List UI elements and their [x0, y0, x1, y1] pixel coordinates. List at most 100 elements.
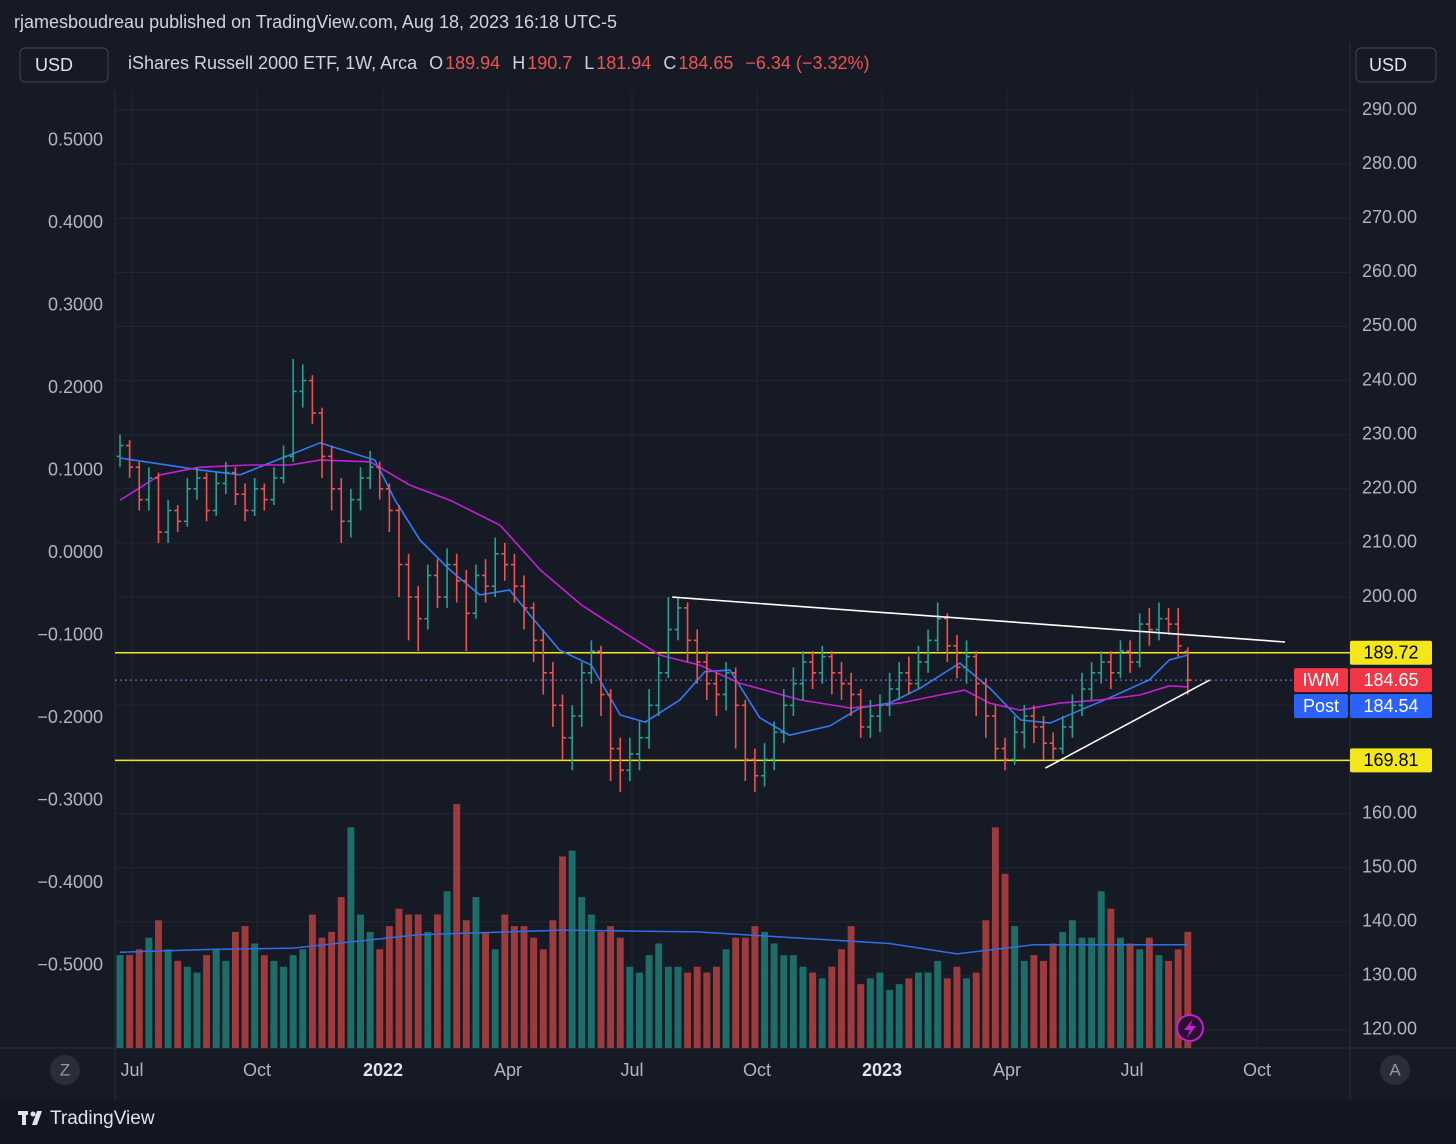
volume-bar — [838, 949, 845, 1048]
volume-bar — [578, 897, 586, 1048]
x-tick-label: Jul — [1121, 1060, 1144, 1080]
volume-bar — [280, 966, 288, 1048]
volume-bar — [655, 943, 663, 1048]
footer-bar — [0, 1100, 1456, 1144]
level-label: 189.72 — [1363, 642, 1418, 662]
logo-part — [22, 1111, 26, 1125]
volume-bar — [943, 978, 951, 1048]
volume-bar — [357, 914, 364, 1048]
volume-bar — [1059, 931, 1067, 1048]
volume-bar — [587, 914, 595, 1048]
legend: iShares Russell 2000 ETF, 1W, Arca O 189.9… — [128, 53, 881, 74]
volume-bar — [424, 931, 432, 1048]
volume-bar — [145, 937, 153, 1048]
volume-bar — [1174, 949, 1182, 1048]
volume-bar — [847, 926, 855, 1048]
publisher: rjamesboudreau published on TradingView.… — [14, 12, 617, 32]
volume-bar — [174, 960, 182, 1048]
scale-button[interactable] — [50, 1055, 80, 1085]
legend-value: 181.94 — [596, 53, 652, 73]
volume-bar — [366, 931, 374, 1048]
volume-bar — [645, 955, 653, 1048]
volume-bar — [789, 955, 797, 1048]
volume-bar — [1136, 949, 1144, 1048]
volume-bar — [732, 937, 740, 1048]
y2-tick-label: 0.1000 — [48, 460, 103, 480]
volume-bar — [866, 978, 874, 1048]
volume-bar — [482, 931, 490, 1048]
last-price-value: 184.65 — [1363, 670, 1418, 690]
volume-bar — [510, 926, 518, 1048]
scale-button-label[interactable]: Z — [60, 1060, 70, 1079]
y-tick-label: 130.00 — [1362, 965, 1417, 985]
volume-bar — [1126, 943, 1134, 1048]
volume-bar — [1107, 908, 1115, 1048]
volume-bar — [876, 972, 884, 1048]
currency-button[interactable] — [19, 47, 109, 83]
post-price-value: 184.54 — [1363, 696, 1418, 716]
volume-bar — [164, 949, 172, 1048]
scale-button[interactable] — [1380, 1055, 1410, 1085]
volume-bar — [1184, 931, 1192, 1048]
scale-button-label[interactable]: A — [1389, 1060, 1401, 1079]
y2-tick-label: 0.2000 — [48, 377, 103, 397]
volume-bar — [251, 943, 259, 1048]
volume-bar — [818, 978, 826, 1048]
last-price-name: IWM — [1303, 670, 1340, 690]
y2-tick-label: −0.3000 — [37, 790, 103, 810]
volume-bar — [1020, 960, 1028, 1048]
volume-bar — [1078, 937, 1086, 1048]
x-tick-label: Jul — [620, 1060, 643, 1080]
legend-label: O — [429, 53, 444, 73]
volume-bar — [799, 966, 807, 1048]
legend-label: L — [584, 53, 595, 73]
volume-bar — [453, 804, 461, 1048]
volume-bar — [260, 955, 268, 1048]
volume-bar — [241, 926, 249, 1048]
volume-bar — [299, 949, 307, 1048]
volume-bar — [385, 926, 393, 1048]
volume-bar — [616, 937, 624, 1048]
volume-bar — [308, 914, 316, 1048]
post-price-name: Post — [1303, 696, 1339, 716]
volume-bar — [809, 972, 817, 1048]
legend-change: −6.34 (−3.32%) — [745, 53, 870, 73]
currency-button[interactable] — [1355, 47, 1437, 83]
volume-bar — [347, 827, 355, 1048]
volume-bar — [1049, 943, 1057, 1048]
volume-bar — [183, 966, 191, 1048]
level-label-box — [1350, 640, 1432, 665]
x-tick-label: Apr — [494, 1060, 522, 1080]
currency-label[interactable]: USD — [1369, 55, 1407, 75]
y-tick-label: 290.00 — [1362, 99, 1417, 119]
last-price-name-box — [1294, 668, 1348, 693]
volume-bar — [1011, 926, 1019, 1048]
legend-label: H — [512, 53, 526, 73]
volume-bar — [770, 943, 778, 1048]
volume-bar — [703, 972, 711, 1048]
volume-bar — [664, 966, 672, 1048]
y-tick-label: 150.00 — [1362, 856, 1417, 876]
x-tick-label: Jul — [121, 1060, 144, 1080]
brand: TradingView — [50, 1108, 155, 1129]
post-price-value-box — [1350, 694, 1432, 719]
volume-bar — [597, 931, 605, 1048]
volume-bar — [433, 914, 441, 1048]
logo-part — [32, 1111, 42, 1125]
volume-bar — [924, 972, 932, 1048]
alert-icon-bolt[interactable] — [1184, 1019, 1196, 1038]
volume-bar — [761, 931, 768, 1048]
volume-bar — [1088, 937, 1096, 1048]
volume-bar — [712, 966, 720, 1048]
volume-bar — [203, 955, 211, 1048]
post-price-name-box — [1294, 694, 1348, 719]
y-tick-label: 230.00 — [1362, 423, 1417, 443]
y2-tick-label: 0.0000 — [48, 542, 103, 562]
volume-ma — [119, 929, 1188, 955]
volume-bar — [231, 931, 239, 1048]
currency-label[interactable]: USD — [35, 55, 73, 75]
y2-tick-label: −0.2000 — [37, 707, 103, 727]
volume-bar — [520, 926, 528, 1048]
trendline — [672, 596, 1286, 643]
